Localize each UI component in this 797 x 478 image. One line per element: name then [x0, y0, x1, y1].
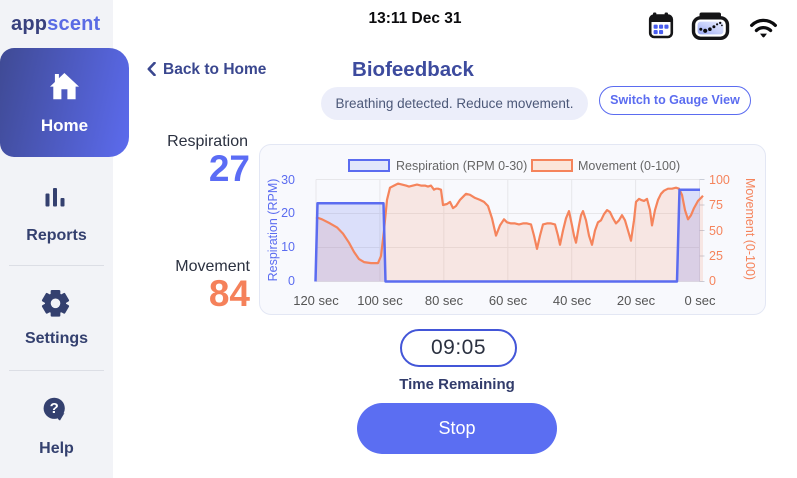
svg-text:?: ?	[50, 400, 59, 417]
